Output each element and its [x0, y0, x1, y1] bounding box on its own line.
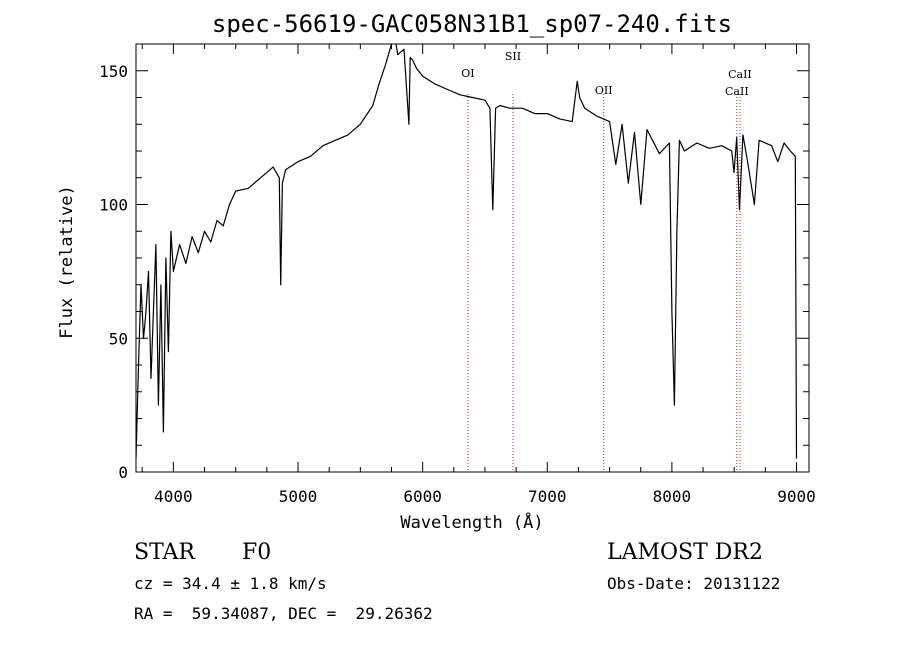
spectral-subclass: F0 — [242, 540, 272, 565]
object-class: STAR — [134, 540, 195, 565]
y-tick-label: 100 — [99, 196, 128, 215]
redshift-velocity: cz = 34.4 ± 1.8 km/s — [134, 574, 327, 593]
x-tick-label: 6000 — [403, 487, 442, 506]
x-tick-label: 9000 — [777, 487, 816, 506]
x-tick-label: 8000 — [653, 487, 692, 506]
x-tick-label: 7000 — [528, 487, 567, 506]
line-label-oii: OII — [595, 84, 613, 97]
spectrum-series — [136, 44, 798, 459]
line-markers: OI SII OII CaII CaII — [461, 50, 752, 472]
line-label-caii: CaII — [728, 68, 752, 81]
survey-name: LAMOST DR2 — [607, 540, 763, 565]
line-label-oi: OI — [461, 67, 474, 80]
line-label-caii: CaII — [725, 85, 749, 98]
line-label-sii: SII — [505, 50, 521, 63]
x-axis-label: Wavelength (Å) — [400, 511, 543, 533]
y-tick-label: 150 — [99, 62, 128, 81]
spectrum-line — [136, 44, 798, 459]
observation-date: Obs-Date: 20131122 — [607, 574, 781, 593]
plot-frame — [135, 43, 810, 473]
y-tick-label: 50 — [109, 329, 128, 348]
sky-coordinates: RA = 59.34087, DEC = 29.26362 — [134, 604, 433, 623]
axis-ticks: 4000 5000 6000 7000 8000 9000 0 50 100 150 — [99, 43, 816, 506]
x-tick-label: 4000 — [154, 487, 193, 506]
y-axis-label: Flux (relative) — [57, 185, 77, 339]
x-tick-label: 5000 — [279, 487, 318, 506]
chart-title: spec-56619-GAC058N31B1_sp07-240.fits — [212, 10, 732, 38]
y-tick-label: 0 — [118, 463, 128, 482]
